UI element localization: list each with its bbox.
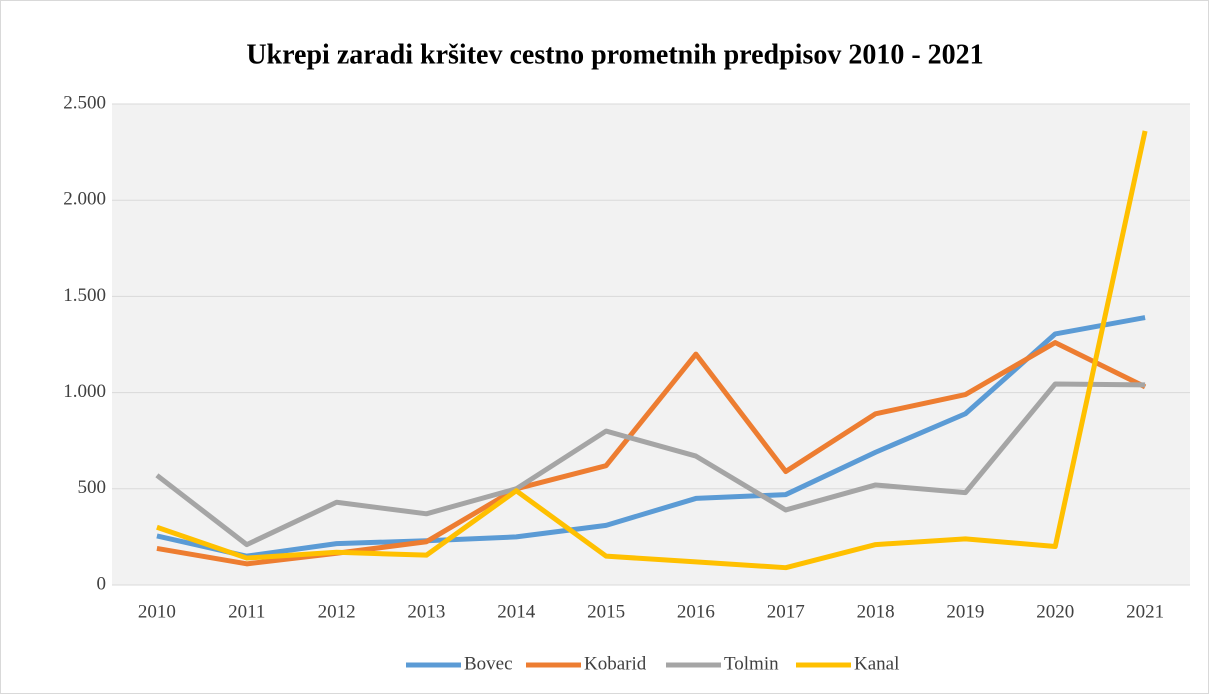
chart-title: Ukrepi zaradi kršitev cestno prometnih p…: [246, 39, 983, 70]
x-tick-label: 2014: [497, 601, 536, 622]
y-tick-label: 500: [78, 477, 107, 498]
x-tick-label: 2017: [767, 601, 805, 622]
y-tick-label: 0: [97, 573, 107, 594]
y-tick-label: 1.500: [63, 285, 106, 306]
plot-area: [112, 104, 1190, 585]
x-tick-label: 2018: [857, 601, 895, 622]
x-tick-label: 2020: [1036, 601, 1074, 622]
x-tick-label: 2021: [1126, 601, 1164, 622]
legend-label: Tolmin: [724, 653, 779, 674]
x-tick-label: 2013: [407, 601, 445, 622]
series-line: [156, 130, 1148, 571]
x-tick-label: 2010: [138, 601, 176, 622]
x-tick-label: 2016: [677, 601, 715, 622]
x-tick-label: 2011: [228, 601, 265, 622]
legend-label: Bovec: [464, 653, 513, 674]
x-tick-label: 2019: [946, 601, 984, 622]
legend-label: Kobarid: [584, 653, 647, 674]
legend-label: Kanal: [854, 653, 899, 674]
series-line: [155, 381, 1146, 548]
series-line: [156, 315, 1146, 559]
x-tick-label: 2012: [318, 601, 356, 622]
x-tick-label: 2015: [587, 601, 625, 622]
y-tick-label: 2.500: [63, 92, 106, 113]
y-tick-label: 1.000: [63, 381, 106, 402]
y-tick-label: 2.000: [63, 189, 106, 210]
